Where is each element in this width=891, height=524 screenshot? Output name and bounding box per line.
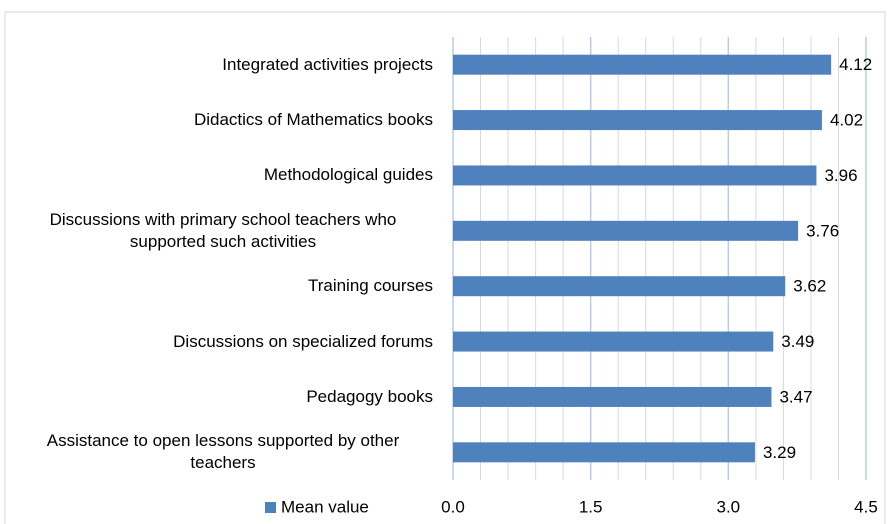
y-tick-label: Assistance to open lessons supported by … bbox=[46, 431, 400, 473]
bar bbox=[453, 165, 817, 186]
value-label: 3.76 bbox=[806, 221, 839, 240]
y-tick-label: Discussions with primary school teachers… bbox=[49, 209, 397, 251]
value-label: 4.12 bbox=[839, 55, 872, 74]
x-tick-label: 1.5 bbox=[579, 497, 603, 516]
y-tick-label: Discussions on specialized forums bbox=[173, 331, 433, 351]
bar bbox=[453, 110, 822, 131]
legend-swatch bbox=[265, 502, 276, 513]
bar bbox=[453, 386, 772, 407]
x-tick-label: 4.5 bbox=[854, 497, 878, 516]
y-tick-label: Didactics of Mathematics books bbox=[193, 110, 433, 130]
x-tick-label: 3.0 bbox=[717, 497, 741, 516]
chart-frame bbox=[4, 11, 886, 524]
value-label: 3.96 bbox=[824, 166, 857, 185]
value-label: 3.62 bbox=[793, 277, 826, 296]
bar bbox=[453, 331, 774, 352]
y-tick-label: Pedagogy books bbox=[306, 386, 433, 406]
value-label: 3.29 bbox=[763, 443, 796, 462]
value-label: 3.47 bbox=[779, 387, 812, 406]
bar bbox=[453, 442, 755, 463]
legend-label: Mean value bbox=[281, 497, 369, 516]
y-tick-label: Integrated activities projects bbox=[222, 54, 433, 74]
y-tick-label: Methodological guides bbox=[263, 165, 433, 185]
x-tick-label: 0.0 bbox=[441, 497, 465, 516]
value-label: 3.49 bbox=[781, 332, 814, 351]
bar bbox=[453, 220, 799, 241]
bar bbox=[453, 54, 832, 75]
bar bbox=[453, 276, 786, 297]
y-tick-label: Training courses bbox=[307, 276, 433, 296]
value-label: 4.02 bbox=[830, 111, 863, 130]
